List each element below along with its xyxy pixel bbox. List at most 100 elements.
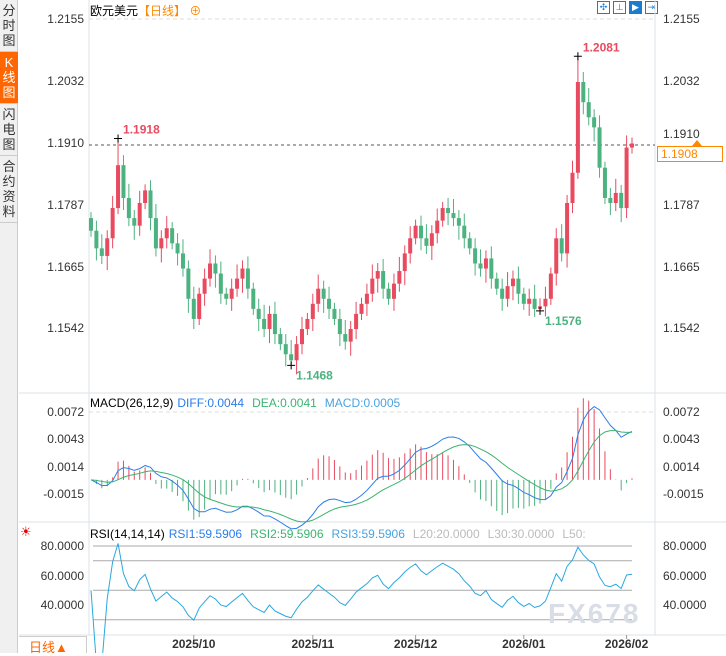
candle-body <box>391 283 396 299</box>
extreme-marker <box>287 361 296 370</box>
exit-icon[interactable]: ⇥ <box>645 1 658 14</box>
candle-body <box>456 218 461 226</box>
candle-body <box>305 318 310 330</box>
candle-body <box>89 218 93 231</box>
settings-sun-icon[interactable]: ☀ <box>20 524 32 539</box>
candle-body <box>521 293 526 304</box>
candle-body <box>592 117 597 128</box>
rsi-tick: 40.0000 <box>40 598 84 612</box>
candle-body <box>424 238 429 246</box>
rsi1-value: RSI1:59.5906 <box>168 527 243 541</box>
candle-body <box>94 230 99 249</box>
candle-body <box>440 208 445 221</box>
candle-body <box>446 208 451 214</box>
move-icon[interactable]: ✣ <box>597 1 610 14</box>
chart-title: 欧元美元【日线】 ⊕ <box>90 2 201 19</box>
macd-tick: -0.0015 <box>43 487 84 501</box>
price-tick-right: 1.1542 <box>663 321 700 335</box>
x-axis-label: 2026/02 <box>604 637 649 651</box>
symbol-name: 欧元美元 <box>90 4 139 18</box>
candle-body <box>462 225 467 239</box>
candle-body <box>289 354 294 361</box>
candle-body <box>110 208 115 239</box>
candle-body <box>548 273 553 299</box>
macd-tick: 0.0014 <box>47 460 84 474</box>
candle-body <box>570 172 575 203</box>
candle-body <box>429 233 434 246</box>
candle-body <box>619 192 624 209</box>
candle-body <box>630 143 634 148</box>
candle-body <box>262 318 267 330</box>
x-axis-label: 2026/01 <box>502 637 546 651</box>
candle-body <box>164 228 169 239</box>
chart-toolbar: ✣ ⊥ ▶ ⇥ <box>597 1 658 14</box>
candle-body <box>218 273 223 294</box>
sidebar-tab-0[interactable]: 分时图 <box>0 0 18 52</box>
candle-body <box>294 344 299 361</box>
candle-body <box>559 238 564 254</box>
rsi-title: RSI(14,14,14) <box>90 527 165 541</box>
candle-body <box>137 202 142 226</box>
candle-body <box>597 127 602 168</box>
candle-body <box>159 238 164 249</box>
candle-body <box>175 243 180 254</box>
candle-body <box>170 228 175 244</box>
candle-body <box>310 303 315 319</box>
circle-plus-icon[interactable]: ⊕ <box>186 4 202 18</box>
rsi-tick-right: 40.0000 <box>663 598 707 612</box>
candle-body <box>191 298 196 319</box>
price-tick-right: 1.2032 <box>663 74 700 88</box>
period-button[interactable]: 日线▲ <box>19 636 87 655</box>
candle-body <box>370 278 375 294</box>
candle-body <box>375 271 380 279</box>
zoom-range-icon[interactable]: ⊥ <box>613 1 626 14</box>
candle-body <box>489 258 494 279</box>
candle-body <box>602 167 607 198</box>
macd-legend: MACD(26,12,9) DIFF:0.0044 DEA:0.0041 MACD:0… <box>90 396 408 410</box>
macd-tick-right: 0.0014 <box>663 460 700 474</box>
price-tick-right: 1.1787 <box>663 198 700 212</box>
rsi-tick: 80.0000 <box>40 539 84 553</box>
dea-line <box>90 430 633 523</box>
macd-tick-right: 0.0043 <box>663 432 700 446</box>
l30-value: L30:30.0000 <box>487 527 555 541</box>
candle-body <box>105 238 110 256</box>
candle-body <box>473 248 478 264</box>
macd-tick: 0.0043 <box>47 432 84 446</box>
rsi-tick-right: 60.0000 <box>663 569 707 583</box>
candle-body <box>283 344 288 355</box>
candle-body <box>586 102 591 118</box>
candle-body <box>343 334 348 342</box>
candle-body <box>213 263 218 274</box>
rsi2-value: RSI2:59.5906 <box>250 527 324 541</box>
sidebar-tab-1[interactable]: K线图 <box>0 52 18 104</box>
current-price-arrow-icon <box>692 140 702 146</box>
candle-body <box>316 288 321 304</box>
candle-body <box>386 288 391 299</box>
rsi3-value: RSI3:59.5906 <box>331 527 405 541</box>
sidebar-tab-3[interactable]: 合约资料 <box>0 156 18 223</box>
candle-body <box>624 147 629 209</box>
candle-body <box>413 225 418 239</box>
x-axis-label: 2025/10 <box>172 637 216 651</box>
candle-body <box>121 165 126 198</box>
candle-body <box>299 329 304 345</box>
candle-body <box>116 165 121 209</box>
candle-body <box>565 202 570 254</box>
candle-body <box>419 225 424 239</box>
price-tick: 1.1542 <box>47 321 84 335</box>
candle-body <box>272 313 277 335</box>
candle-body <box>408 238 413 254</box>
sidebar: 分时图 K线图 闪电图 合约资料 <box>0 0 18 653</box>
macd-diff: DIFF:0.0044 <box>177 396 245 410</box>
candle-body <box>153 218 158 249</box>
candle-body <box>505 286 510 299</box>
macd-tick-right: -0.0015 <box>663 487 704 501</box>
period-label[interactable]: 【日线】 <box>138 4 187 18</box>
diff-line <box>90 405 633 530</box>
candle-body <box>126 197 131 219</box>
play-icon[interactable]: ▶ <box>629 1 642 14</box>
sidebar-tab-2[interactable]: 闪电图 <box>0 104 18 156</box>
candle-body <box>500 288 505 299</box>
